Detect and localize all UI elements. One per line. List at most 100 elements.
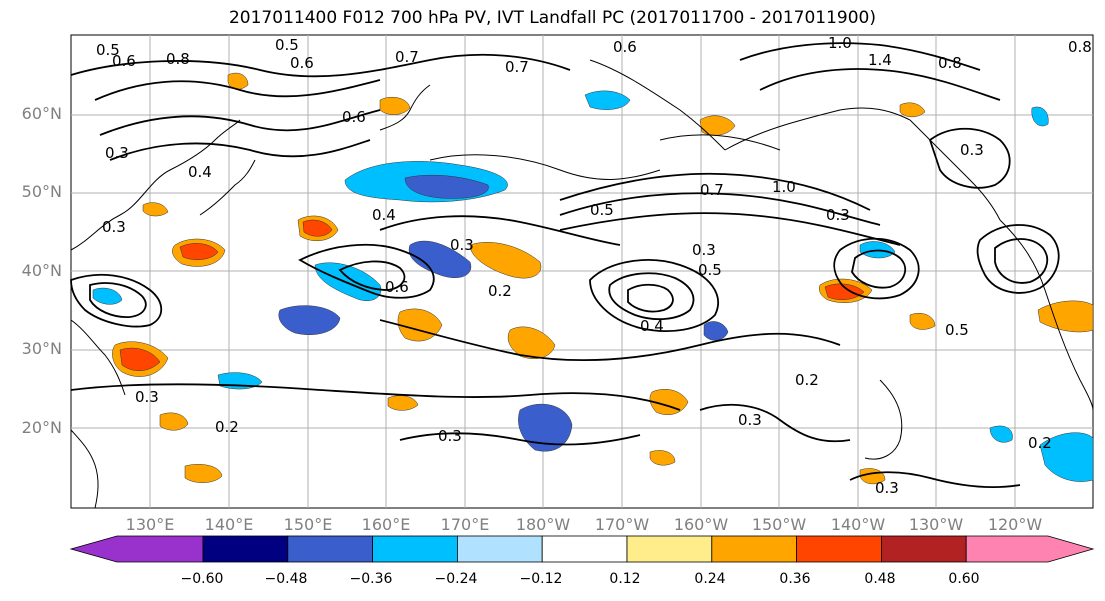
positive-anomaly [379, 97, 411, 115]
positive-anomaly [899, 102, 926, 118]
negative-anomaly [1031, 106, 1049, 127]
lon-label: 160°E [361, 515, 411, 534]
map-title: 2017011400 F012 700 hPa PV, IVT Landfall… [228, 8, 876, 28]
contour-label: 0.3 [875, 479, 899, 497]
contour-labels: 0.5 0.6 0.8 0.5 0.6 0.7 0.6 1.0 1.4 0.8 … [96, 34, 1092, 497]
contour-label: 0.4 [372, 206, 396, 224]
negative-anomaly [408, 240, 472, 278]
negative-anomaly [314, 262, 382, 301]
negative-anomaly [703, 321, 729, 341]
contour-label: 0.3 [102, 218, 126, 236]
contour-label: 0.8 [938, 54, 962, 72]
colorbar-segment [965, 535, 1095, 563]
contour-label: 0.3 [960, 141, 984, 159]
contour-label: 0.3 [692, 241, 716, 259]
contour-label: 0.7 [505, 58, 529, 76]
contour-label: 0.8 [1068, 38, 1092, 56]
lat-label: 40°N [21, 261, 62, 280]
colorbar-tick-label: 0.24 [694, 571, 726, 587]
contour-label: 0.7 [700, 181, 724, 199]
lon-label: 130°W [908, 515, 964, 534]
contour-label: 0.3 [105, 144, 129, 162]
lon-label: 140°W [830, 515, 886, 534]
positive-anomaly [469, 242, 542, 279]
contour-label: 0.5 [275, 36, 299, 54]
lon-label: 150°W [751, 515, 807, 534]
contour-label: 0.6 [112, 52, 136, 70]
positive-anomaly [142, 202, 169, 217]
positive-anomaly [119, 347, 161, 371]
positive-anomaly [909, 312, 936, 330]
contour-label: 0.5 [96, 41, 120, 59]
lon-label: 170°W [594, 515, 650, 534]
positive-anomaly [227, 72, 249, 90]
coastlines [70, 59, 1094, 509]
positive-anomaly [824, 283, 865, 300]
lat-label: 60°N [21, 104, 62, 123]
contour-label: 0.5 [945, 321, 969, 339]
colorbar-tick-label: 0.48 [864, 571, 896, 587]
positive-anomaly [302, 219, 333, 237]
contour-label: 0.3 [438, 427, 462, 445]
negative-anomaly [1039, 432, 1094, 482]
colorbar-tick-label: −0.60 [180, 571, 224, 587]
contour-label: 0.5 [698, 261, 722, 279]
colorbar-segment [881, 535, 967, 563]
lat-label: 20°N [21, 418, 62, 437]
contour-label: 1.4 [868, 51, 892, 69]
colorbar-segment [541, 535, 628, 563]
contour-label: 0.6 [613, 38, 637, 56]
contour-label: 0.2 [795, 371, 819, 389]
lat-label: 30°N [21, 339, 62, 358]
pv-contours [70, 42, 1060, 489]
colorbar-tick-label: −0.36 [349, 571, 393, 587]
contour-label: 0.3 [738, 411, 762, 429]
contour-label: 0.6 [385, 278, 409, 296]
colorbar-segment [456, 535, 543, 563]
contour-label: 0.3 [450, 236, 474, 254]
colorbar-tick-label: 0.12 [609, 571, 641, 587]
negative-anomaly [989, 425, 1013, 443]
colorbar-tick-label: −0.24 [434, 571, 478, 587]
contour-label: 0.4 [640, 317, 664, 335]
contour-label: 0.8 [166, 50, 190, 68]
contour-label: 0.6 [342, 108, 366, 126]
contour-label: 1.0 [772, 178, 796, 196]
colorbar-tick-label: 0.60 [948, 571, 980, 587]
pv-contours-fine [429, 134, 903, 460]
lon-label: 120°W [987, 515, 1043, 534]
colorbar-segment [626, 535, 713, 563]
contour-label: 1.0 [828, 34, 852, 52]
contour-label: 0.2 [1028, 434, 1052, 452]
colorbar-segment [796, 535, 882, 563]
contour-label: 0.3 [826, 206, 850, 224]
negative-anomaly [584, 90, 631, 110]
contour-label: 0.3 [135, 388, 159, 406]
lon-label: 130°E [125, 515, 175, 534]
contour-label: 0.6 [290, 54, 314, 72]
negative-anomaly [92, 287, 123, 305]
colorbar-segment [711, 535, 797, 563]
gridlines [71, 35, 1093, 508]
lon-label: 160°W [673, 515, 729, 534]
positive-anomaly [179, 243, 219, 260]
contour-label: 0.7 [395, 48, 419, 66]
lon-label: 180°W [515, 515, 571, 534]
positive-anomaly [387, 395, 419, 411]
lon-label: 150°E [283, 515, 333, 534]
colorbar-tick-label: −0.48 [264, 571, 308, 587]
colorbar-tick-label: −0.12 [519, 571, 563, 587]
colorbar-segment [287, 535, 373, 563]
lon-label: 140°E [204, 515, 254, 534]
positive-anomaly [159, 412, 189, 431]
lat-label: 50°N [21, 182, 62, 201]
contour-label: 0.4 [188, 163, 212, 181]
colorbar-segment [202, 535, 289, 563]
positive-anomaly [649, 450, 676, 466]
shaded-anomalies [92, 72, 1094, 485]
negative-anomaly [404, 174, 489, 199]
colorbar-segment [69, 535, 204, 563]
contour-label: 0.5 [590, 201, 614, 219]
